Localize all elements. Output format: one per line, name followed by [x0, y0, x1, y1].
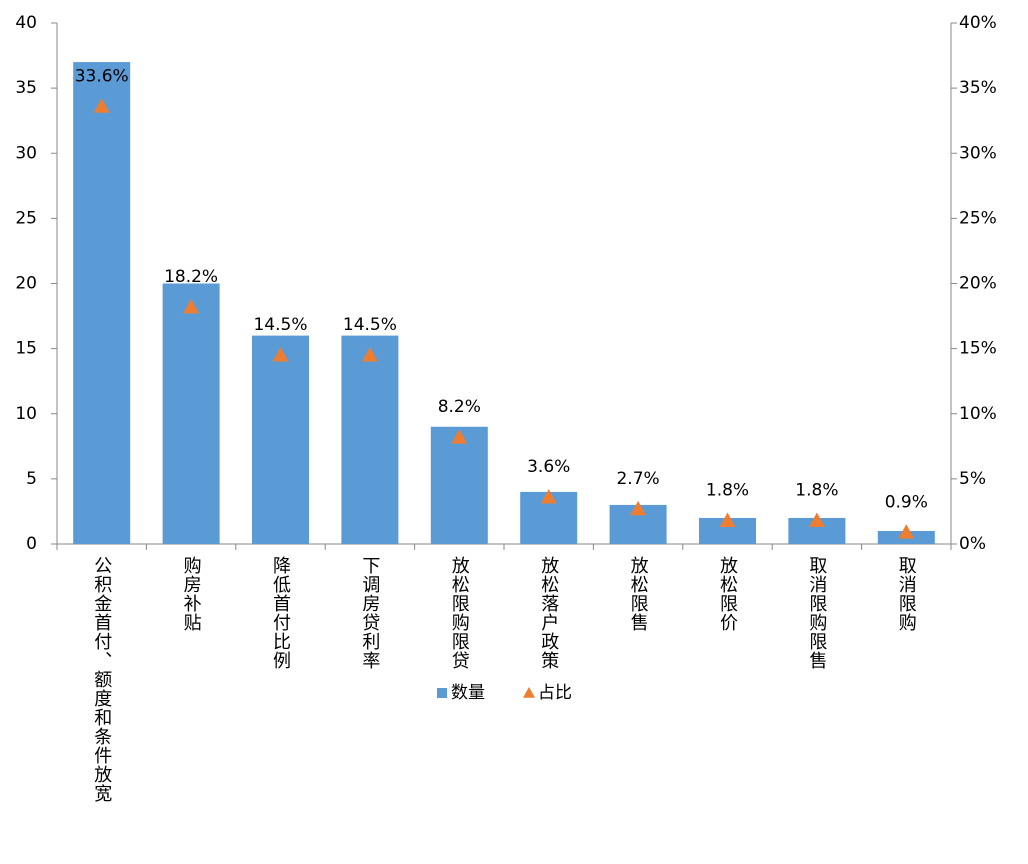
- x-tick-label: 取消限购限售: [806, 556, 827, 670]
- legend-label: 占比: [538, 683, 572, 703]
- y-tick-label: 20: [15, 274, 37, 294]
- data-label: 8.2%: [438, 397, 481, 417]
- y2-tick-label: 0%: [959, 534, 986, 554]
- x-tick-label: 放松限购限贷: [449, 556, 470, 670]
- y2-tick-label: 10%: [959, 404, 997, 424]
- y2-tick-label: 40%: [959, 13, 997, 33]
- y-tick-label: 30: [15, 143, 37, 163]
- y2-tick-label: 15%: [959, 339, 997, 359]
- legend-marker: [437, 688, 447, 698]
- marker: [898, 524, 915, 539]
- y-tick-label: 25: [15, 208, 37, 228]
- y2-tick-label: 30%: [959, 143, 997, 163]
- legend-label: 数量: [451, 683, 485, 703]
- x-tick-label: 下调房贷利率: [359, 556, 380, 670]
- x-tick-label: 放松落户政策: [538, 556, 559, 670]
- legend-marker: [523, 687, 535, 698]
- data-label: 18.2%: [164, 267, 218, 287]
- marker: [719, 512, 736, 527]
- marker: [93, 98, 110, 113]
- x-tick-label: 购房补贴: [181, 556, 202, 632]
- data-label: 2.7%: [616, 469, 659, 489]
- y2-tick-label: 25%: [959, 208, 997, 228]
- marker: [540, 489, 557, 504]
- y-tick-label: 5: [26, 469, 37, 489]
- y-tick-label: 15: [15, 339, 37, 359]
- data-label: 1.8%: [706, 481, 749, 501]
- y-tick-label: 0: [26, 534, 37, 554]
- y-tick-label: 10: [15, 404, 37, 424]
- x-tick-label: 放松限售: [628, 556, 649, 632]
- data-label: 14.5%: [343, 315, 397, 335]
- marker: [451, 429, 468, 444]
- y-tick-label: 40: [15, 13, 37, 33]
- bar: [73, 62, 131, 544]
- bar: [430, 426, 488, 544]
- x-tick-label: 降低首付比例: [270, 556, 291, 670]
- y2-tick-label: 20%: [959, 274, 997, 294]
- bar: [252, 335, 309, 544]
- y2-tick-label: 35%: [959, 78, 997, 98]
- data-label: 1.8%: [795, 481, 838, 501]
- x-tick-label: 放松限价: [717, 556, 738, 632]
- y-tick-label: 35: [15, 78, 37, 98]
- data-label: 14.5%: [253, 315, 307, 335]
- y2-tick-label: 5%: [959, 469, 986, 489]
- x-tick-label: 公积金首付、额度和条件放宽: [91, 556, 112, 803]
- marker: [361, 347, 378, 362]
- data-label: 33.6%: [75, 66, 129, 86]
- marker: [272, 347, 289, 362]
- bar: [162, 283, 220, 544]
- marker: [183, 298, 200, 314]
- data-label: 0.9%: [885, 492, 928, 512]
- x-tick-label: 取消限购: [896, 556, 917, 632]
- data-label: 3.6%: [527, 457, 570, 477]
- marker: [630, 500, 647, 516]
- marker: [808, 512, 825, 527]
- bar: [341, 335, 399, 544]
